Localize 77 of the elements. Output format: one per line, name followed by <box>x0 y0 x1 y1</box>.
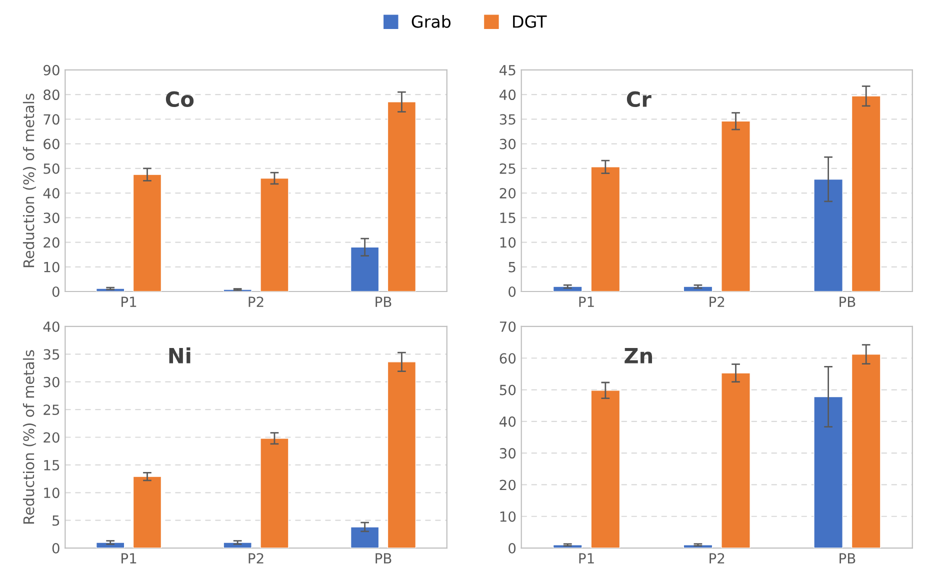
x-tick-label: P1 <box>122 553 136 564</box>
y-tick-label: 40 <box>500 416 516 427</box>
bar <box>223 542 252 548</box>
y-tick-label: 20 <box>44 432 60 443</box>
y-tick-label: 20 <box>500 480 516 490</box>
y-tick-label: 60 <box>44 138 60 150</box>
y-tick-label: 5 <box>52 515 60 526</box>
x-tick-label: P1 <box>122 296 136 307</box>
y-tick-label: 70 <box>44 114 60 125</box>
bar <box>260 178 289 292</box>
y-tick-label: 5 <box>508 262 516 272</box>
bar <box>350 526 380 548</box>
bar <box>683 286 713 292</box>
bar <box>590 166 620 292</box>
y-tick-label: 10 <box>44 488 60 498</box>
y-tick-label: 40 <box>500 90 516 100</box>
y-tick-label: 30 <box>44 376 60 388</box>
bar <box>851 96 881 292</box>
bar <box>387 102 416 292</box>
y-tick-label: 20 <box>500 188 516 199</box>
y-tick-label: 80 <box>44 90 60 100</box>
y-tick-label: 25 <box>500 163 516 174</box>
bar <box>350 246 380 292</box>
y-tick-label: 25 <box>44 404 60 416</box>
x-tick-label: P2 <box>710 553 724 564</box>
text: Co <box>166 91 194 108</box>
bar <box>132 476 162 548</box>
y-tick-label: 0 <box>52 542 60 554</box>
bar <box>96 542 125 548</box>
bar <box>851 354 881 548</box>
bar <box>590 390 620 548</box>
y-tick-label: 10 <box>500 237 516 248</box>
y-tick-label: 35 <box>500 114 516 125</box>
x-tick-label: PB <box>840 553 856 564</box>
bar <box>721 120 750 292</box>
x-tick-label: P2 <box>248 296 264 307</box>
text: Cr <box>626 91 652 108</box>
x-tick-label: P1 <box>579 553 594 564</box>
y-tick-label: 50 <box>44 163 60 174</box>
y-tick-label: 40 <box>43 188 60 199</box>
y-tick-label: 0 <box>508 542 516 554</box>
y-tick-label: 30 <box>500 138 516 150</box>
bar <box>387 362 416 548</box>
y-tick-label: 45 <box>500 65 516 76</box>
y-tick-label: 10 <box>500 511 516 522</box>
x-tick-label: P2 <box>248 553 264 564</box>
y-tick-label: 0 <box>52 286 60 297</box>
y-tick-label: 30 <box>500 448 516 459</box>
bar <box>721 372 750 548</box>
y-axis-title: Reduction (%) of metals <box>22 94 36 268</box>
y-tick-label: 40 <box>43 321 60 332</box>
bar <box>132 174 162 292</box>
y-tick-label: 15 <box>500 212 516 224</box>
y-tick-label: 10 <box>44 262 60 272</box>
y-axis-title: Reduction (%) of metals <box>22 350 36 524</box>
y-tick-label: 60 <box>500 353 516 364</box>
y-tick-label: 35 <box>44 349 60 360</box>
bar <box>814 178 843 292</box>
x-tick-label: PB <box>376 553 392 564</box>
y-tick-label: 90 <box>44 64 60 76</box>
text: Zn <box>624 348 652 364</box>
bar <box>814 396 843 548</box>
legend-label: DGT <box>513 15 547 28</box>
x-tick-label: P1 <box>579 296 594 307</box>
y-tick-label: 15 <box>44 460 60 470</box>
y-tick-label: 0 <box>508 286 516 297</box>
y-tick-label: 50 <box>500 384 516 396</box>
x-tick-label: P2 <box>710 296 724 307</box>
bar <box>260 438 289 548</box>
bar <box>552 286 582 292</box>
text: Ni <box>169 347 190 364</box>
legend-label: Grab <box>412 15 451 28</box>
y-tick-label: 70 <box>500 321 516 332</box>
x-tick-label: PB <box>840 296 856 307</box>
x-tick-label: PB <box>376 296 392 307</box>
y-tick-label: 30 <box>44 212 60 224</box>
y-tick-label: 20 <box>44 237 60 248</box>
